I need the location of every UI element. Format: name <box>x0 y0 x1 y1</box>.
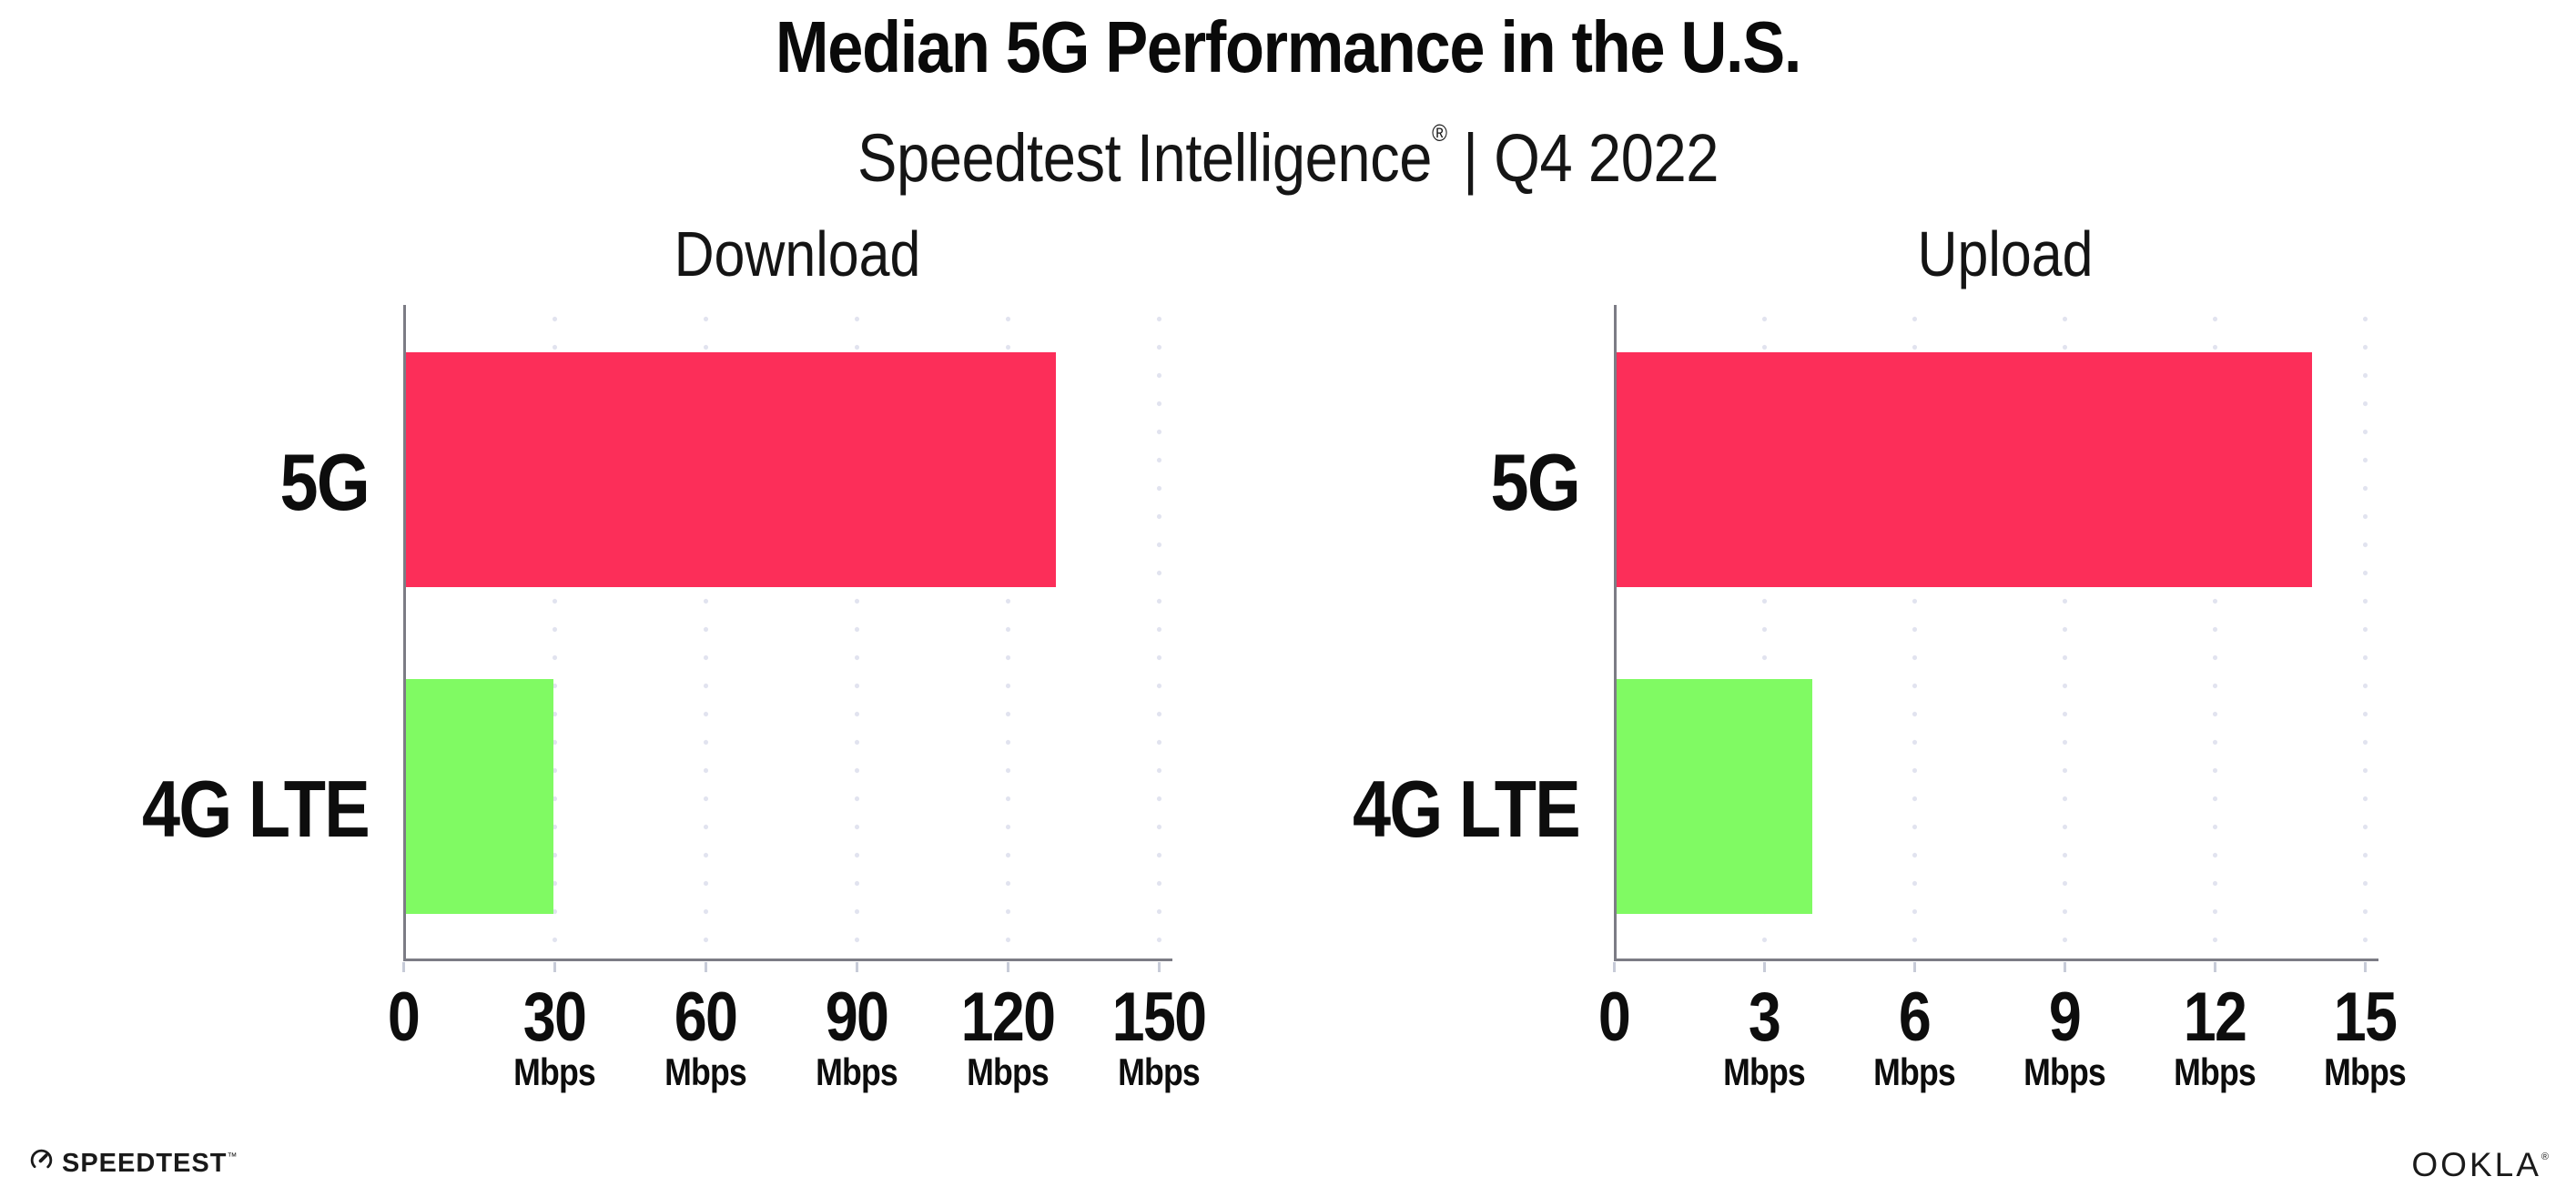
x-tick <box>2363 962 2367 972</box>
x-tick-label: 12 Mbps <box>2122 983 2307 1092</box>
x-tick <box>855 962 858 972</box>
figure-title: Median 5G Performance in the U.S. <box>775 6 1801 87</box>
trademark-icon: ™ <box>227 1151 238 1162</box>
x-tick-value: 0 <box>1597 979 1631 1056</box>
x-tick <box>2063 962 2066 972</box>
subtitle-brand: Speedtest Intelligence <box>857 120 1433 196</box>
bar-4g-lte <box>403 679 554 914</box>
x-tick-unit: Mbps <box>513 1050 596 1093</box>
gridline <box>1156 305 1161 959</box>
x-tick-label: 3 Mbps <box>1671 983 1857 1092</box>
x-tick-value: 0 <box>387 979 421 1056</box>
x-tick-unit: Mbps <box>816 1050 898 1093</box>
y-axis-line <box>1614 305 1617 961</box>
x-tick-label: 9 Mbps <box>1972 983 2157 1092</box>
x-tick-label: 90 Mbps <box>764 983 949 1092</box>
registered-trademark-icon: ® <box>1432 119 1447 147</box>
x-tick-label: 0 <box>310 983 496 1052</box>
x-tick-value: 120 <box>960 979 1056 1056</box>
x-tick-value: 90 <box>825 979 889 1056</box>
gridline <box>1761 305 1767 959</box>
x-tick-label: 120 Mbps <box>915 983 1100 1092</box>
x-tick <box>2213 962 2216 972</box>
speedtest-wordmark: SPEEDTEST™ <box>62 1143 238 1177</box>
x-tick <box>1912 962 1916 972</box>
x-tick-unit: Mbps <box>1118 1050 1201 1093</box>
x-tick-value: 60 <box>674 979 738 1056</box>
x-tick-label: 30 Mbps <box>461 983 647 1092</box>
gridline <box>2362 305 2368 959</box>
x-tick <box>1612 962 1616 972</box>
download-chart-title: Download <box>674 218 920 289</box>
x-axis-line <box>1614 959 2378 961</box>
x-tick-unit: Mbps <box>1723 1050 1806 1093</box>
gridline <box>2062 305 2067 959</box>
x-tick-unit: Mbps <box>2324 1050 2407 1093</box>
subtitle-period: | Q4 2022 <box>1446 120 1719 196</box>
bar-5g <box>403 352 1056 587</box>
gridline <box>1005 305 1010 959</box>
category-label-4g-lte: 4G LTE <box>142 764 370 854</box>
x-tick-label: 60 Mbps <box>613 983 798 1092</box>
x-axis-line <box>403 959 1172 961</box>
x-tick-value: 150 <box>1111 979 1207 1056</box>
bar-5g <box>1614 352 2313 587</box>
upload-chart-title: Upload <box>1917 218 2094 289</box>
gridline <box>552 305 557 959</box>
x-tick-value: 9 <box>2048 979 2082 1056</box>
x-tick-value: 15 <box>2333 979 2398 1056</box>
x-tick <box>704 962 707 972</box>
ookla-label: OOKLA <box>2411 1146 2541 1183</box>
x-tick-value: 12 <box>2183 979 2247 1056</box>
x-tick-value: 6 <box>1898 979 1932 1056</box>
x-tick-unit: Mbps <box>1873 1050 1956 1093</box>
x-tick-unit: Mbps <box>2023 1050 2106 1093</box>
x-tick <box>1006 962 1009 972</box>
x-tick-label: 6 Mbps <box>1821 983 2007 1092</box>
y-axis-line <box>403 305 406 961</box>
category-label-4g-lte: 4G LTE <box>1353 764 1581 854</box>
download-plot: 0 30 Mbps 60 Mbps 90 Mbps 120 Mbps 150 Mbps 5G 4G LT… <box>142 305 1207 1092</box>
gridline <box>703 305 708 959</box>
category-label-5g: 5G <box>1490 437 1580 527</box>
x-tick-unit: Mbps <box>2174 1050 2257 1093</box>
x-tick-label: 15 Mbps <box>2272 983 2458 1092</box>
speedtest-logo: SPEEDTEST™ <box>29 1143 238 1177</box>
x-tick <box>1762 962 1766 972</box>
x-tick-value: 30 <box>522 979 587 1056</box>
category-label-5g: 5G <box>279 437 370 527</box>
bar-4g-lte <box>1614 679 1813 914</box>
upload-plot: 0 3 Mbps 6 Mbps 9 Mbps 12 Mbps 15 Mbps 5G 4G LTE <box>1353 305 2407 1092</box>
speedtest-label: SPEEDTEST <box>62 1149 228 1178</box>
gridline <box>1912 305 1917 959</box>
gridline <box>854 305 859 959</box>
figure-subtitle: Speedtest Intelligence® | Q4 2022 <box>155 96 2421 195</box>
x-tick-unit: Mbps <box>664 1050 747 1093</box>
x-tick <box>553 962 556 972</box>
x-tick <box>401 962 405 972</box>
ookla-logo: OOKLA® <box>2411 1140 2549 1182</box>
x-tick-label: 0 <box>1521 983 1707 1052</box>
x-tick <box>1157 962 1161 972</box>
ookla-registered-icon: ® <box>2541 1151 2549 1162</box>
x-tick-value: 3 <box>1748 979 1781 1056</box>
gridline <box>2212 305 2217 959</box>
x-tick-unit: Mbps <box>967 1050 1050 1093</box>
speedtest-gauge-icon <box>30 1149 53 1172</box>
x-tick-label: 150 Mbps <box>1066 983 1252 1092</box>
